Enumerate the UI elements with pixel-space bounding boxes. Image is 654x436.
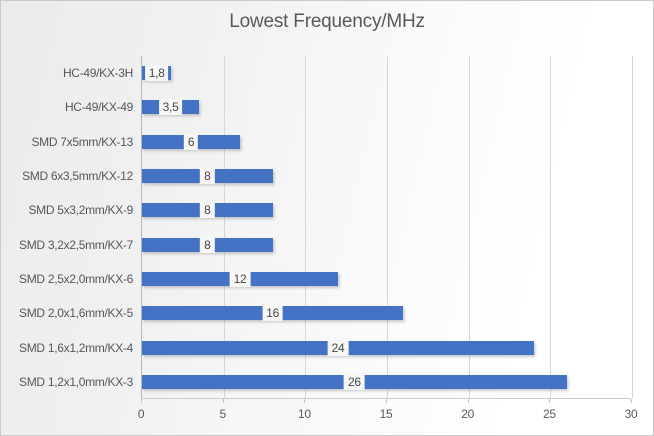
x-tick-label: 10	[297, 407, 311, 421]
bar: 26	[142, 373, 567, 390]
category-label: SMD 1,6x1,2mm/KX-4	[19, 340, 133, 355]
category-label: HC-49/KX-3H	[62, 66, 133, 81]
bar-row: 3,5	[142, 90, 631, 124]
bar: 3,5	[142, 99, 200, 116]
bar-value-label: 1,8	[144, 65, 169, 82]
gridline	[387, 56, 388, 398]
x-tick-mark	[304, 399, 306, 403]
category-label: SMD 5x3,2mm/KX-9	[28, 203, 133, 218]
x-tick-mark	[222, 399, 224, 403]
bar-row: 6	[142, 125, 631, 159]
category-label: SMD 3,2x2,5mm/KX-7	[19, 237, 133, 252]
bar: 8	[142, 202, 273, 219]
bar-value-label: 6	[183, 133, 199, 150]
x-tick-mark	[631, 399, 632, 403]
gridline	[468, 56, 470, 398]
bar: 24	[142, 339, 534, 356]
bar-row: 26	[142, 365, 631, 399]
bar-row: 24	[142, 330, 631, 364]
bar: 8	[142, 168, 273, 185]
category-label: SMD 7x5mm/KX-13	[31, 134, 133, 149]
bar-row: 8	[142, 193, 631, 227]
bar-value-label: 16	[262, 305, 284, 322]
gridline	[550, 56, 552, 398]
x-tick-label: 25	[542, 407, 556, 421]
gridline	[305, 56, 307, 398]
bar-row: 8	[142, 159, 631, 193]
x-axis: 0 5 10 15 20 25 30	[137, 399, 638, 429]
category-label: HC-49/KX-49	[64, 100, 133, 115]
category-label: SMD 1,2x1,0mm/KX-3	[19, 374, 133, 389]
bar-value-label: 8	[200, 168, 215, 185]
bar-row: 12	[142, 262, 631, 296]
plot-area: 1,8 3,5 6 8 8 8 12 16 24 26	[141, 56, 633, 399]
bar: 16	[142, 305, 404, 322]
x-tick-mark	[386, 399, 387, 403]
bar-value-label: 8	[200, 236, 215, 253]
x-tick-label: 20	[461, 407, 475, 421]
x-tick-mark	[467, 399, 469, 403]
x-tick-label: 30	[624, 407, 638, 421]
bar-value-label: 12	[229, 270, 251, 287]
category-label: SMD 2,5x2,0mm/KX-6	[19, 271, 133, 286]
bar-value-label: 24	[327, 339, 349, 356]
x-tick-label: 0	[137, 407, 145, 421]
bar-value-label: 3,5	[158, 99, 183, 116]
category-label: SMD 2,0x1,6mm/KX-5	[19, 306, 133, 321]
x-tick-label: 15	[379, 407, 393, 421]
gridline	[223, 56, 225, 398]
bar: 8	[142, 236, 273, 253]
x-tick-mark	[141, 399, 142, 403]
bar-row: 16	[142, 296, 631, 330]
bar-value-label: 8	[200, 202, 215, 219]
bar-row: 1,8	[142, 56, 631, 90]
bar: 12	[142, 270, 338, 287]
gridline	[632, 56, 633, 398]
bar-value-label: 26	[343, 373, 365, 390]
bar-row: 8	[142, 228, 631, 262]
bar: 6	[142, 133, 240, 150]
category-label: SMD 6x3,5mm/KX-12	[22, 169, 133, 184]
x-tick-mark	[549, 399, 551, 403]
bar: 1,8	[142, 65, 172, 82]
x-tick-label: 5	[219, 407, 226, 421]
chart-title: Lowest Frequency/MHz	[229, 11, 425, 32]
